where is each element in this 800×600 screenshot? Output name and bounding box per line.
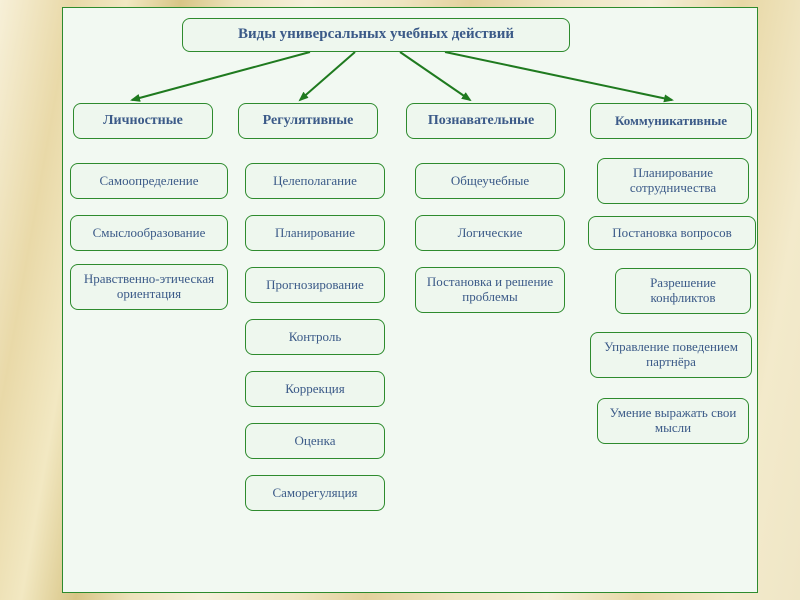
item-box-col4-0: Планирование сотрудничества xyxy=(597,158,749,204)
item-box-col1-0-label: Самоопределение xyxy=(99,174,198,189)
item-box-col1-2: Нравственно-этическая ориентация xyxy=(70,264,228,310)
item-box-col2-0-label: Целеполагание xyxy=(273,174,357,189)
category-box-0: Личностные xyxy=(73,103,213,139)
item-box-col2-3-label: Контроль xyxy=(289,330,342,345)
category-box-1-label: Регулятивные xyxy=(263,113,354,129)
item-box-col3-0: Общеучебные xyxy=(415,163,565,199)
category-box-3-label: Коммуникативные xyxy=(615,114,727,129)
item-box-col2-2-label: Прогнозирование xyxy=(266,278,364,293)
item-box-col2-3: Контроль xyxy=(245,319,385,355)
item-box-col2-5: Оценка xyxy=(245,423,385,459)
category-box-2: Познавательные xyxy=(406,103,556,139)
item-box-col3-2: Постановка и решение проблемы xyxy=(415,267,565,313)
category-box-2-label: Познавательные xyxy=(428,113,534,129)
item-box-col2-1: Планирование xyxy=(245,215,385,251)
item-box-col4-1: Постановка вопросов xyxy=(588,216,756,250)
item-box-col3-1-label: Логические xyxy=(458,226,523,241)
item-box-col4-3-label: Управление поведением партнёра xyxy=(597,340,745,370)
item-box-col4-0-label: Планирование сотрудничества xyxy=(604,166,742,196)
item-box-col1-1: Смыслообразование xyxy=(70,215,228,251)
root-title-box: Виды универсальных учебных действий xyxy=(182,18,570,52)
category-box-0-label: Личностные xyxy=(103,113,183,129)
item-box-col2-6: Саморегуляция xyxy=(245,475,385,511)
category-box-3: Коммуникативные xyxy=(590,103,752,139)
item-box-col4-4: Умение выражать свои мысли xyxy=(597,398,749,444)
item-box-col2-2: Прогнозирование xyxy=(245,267,385,303)
item-box-col3-1: Логические xyxy=(415,215,565,251)
root-title-text: Виды универсальных учебных действий xyxy=(238,26,514,43)
item-box-col4-3: Управление поведением партнёра xyxy=(590,332,752,378)
item-box-col2-0: Целеполагание xyxy=(245,163,385,199)
item-box-col2-6-label: Саморегуляция xyxy=(272,486,357,501)
item-box-col3-2-label: Постановка и решение проблемы xyxy=(422,275,558,305)
item-box-col4-4-label: Умение выражать свои мысли xyxy=(604,406,742,436)
item-box-col1-0: Самоопределение xyxy=(70,163,228,199)
item-box-col4-1-label: Постановка вопросов xyxy=(612,226,732,241)
item-box-col2-4: Коррекция xyxy=(245,371,385,407)
item-box-col2-5-label: Оценка xyxy=(295,434,336,449)
item-box-col2-4-label: Коррекция xyxy=(285,382,345,397)
item-box-col1-2-label: Нравственно-этическая ориентация xyxy=(77,272,221,302)
category-box-1: Регулятивные xyxy=(238,103,378,139)
item-box-col4-2-label: Разрешение конфликтов xyxy=(622,276,744,306)
item-box-col3-0-label: Общеучебные xyxy=(451,174,529,189)
item-box-col4-2: Разрешение конфликтов xyxy=(615,268,751,314)
item-box-col2-1-label: Планирование xyxy=(275,226,355,241)
item-box-col1-1-label: Смыслообразование xyxy=(93,226,206,241)
